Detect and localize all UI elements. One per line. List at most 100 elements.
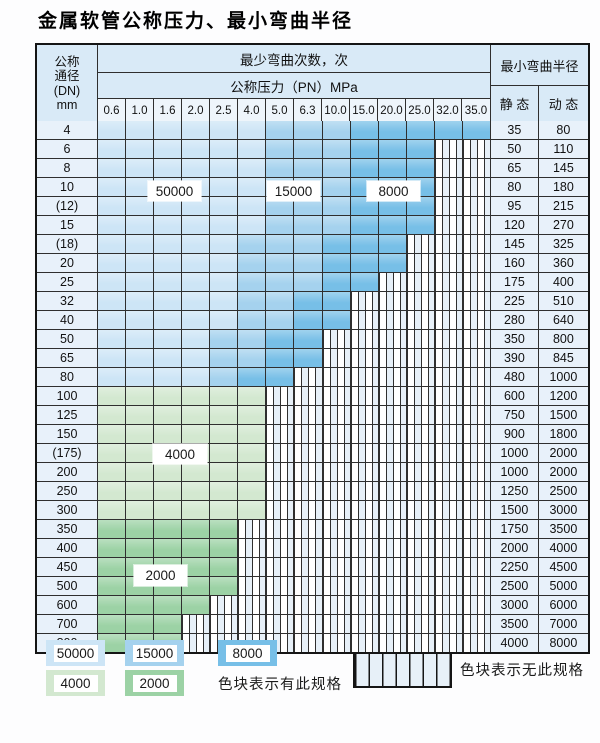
overlay-label: 15000 bbox=[267, 181, 320, 201]
spec-cell bbox=[182, 596, 211, 614]
spec-cell bbox=[210, 292, 239, 310]
spec-cell bbox=[378, 159, 407, 177]
spec-cell bbox=[98, 615, 127, 633]
spec-cell bbox=[98, 121, 127, 139]
spec-cell bbox=[294, 539, 323, 557]
spec-cell bbox=[154, 368, 183, 386]
spec-cell bbox=[154, 463, 183, 481]
dn-cell: 80 bbox=[37, 368, 98, 386]
spec-cell bbox=[322, 463, 351, 481]
spec-cell bbox=[238, 368, 267, 386]
pressure-value-cell: 1.6 bbox=[154, 99, 182, 122]
spec-cell bbox=[462, 634, 491, 652]
spec-cell bbox=[378, 273, 407, 291]
spec-cell bbox=[434, 444, 463, 462]
spec-cell bbox=[434, 558, 463, 576]
spec-cell bbox=[406, 197, 435, 215]
spec-cell bbox=[210, 463, 239, 481]
spec-cell bbox=[294, 273, 323, 291]
spec-cell bbox=[322, 425, 351, 443]
static-cell: 3000 bbox=[490, 596, 539, 614]
spec-cell bbox=[350, 463, 379, 481]
spec-cell bbox=[266, 254, 295, 272]
spec-cell bbox=[98, 197, 127, 215]
spec-cell bbox=[266, 292, 295, 310]
legend-swatch-2000: 2000 bbox=[125, 670, 184, 696]
spec-cell bbox=[182, 539, 211, 557]
spec-cell bbox=[462, 558, 491, 576]
spec-cell bbox=[350, 520, 379, 538]
spec-cell bbox=[238, 387, 267, 405]
spec-cell bbox=[98, 501, 127, 519]
spec-cell bbox=[210, 311, 239, 329]
dynamic-cell: 2000 bbox=[538, 444, 588, 462]
spec-cell bbox=[98, 444, 127, 462]
spec-cell bbox=[126, 235, 155, 253]
spec-cell bbox=[378, 349, 407, 367]
spec-cell bbox=[350, 539, 379, 557]
spec-cell bbox=[266, 368, 295, 386]
spec-cell bbox=[154, 159, 183, 177]
spec-cell bbox=[406, 140, 435, 158]
spec-cell bbox=[350, 444, 379, 462]
spec-cell bbox=[266, 387, 295, 405]
spec-cell bbox=[210, 425, 239, 443]
dn-cell: 65 bbox=[37, 349, 98, 367]
spec-cell bbox=[322, 558, 351, 576]
spec-cell bbox=[182, 216, 211, 234]
spec-cell bbox=[350, 216, 379, 234]
spec-cell bbox=[350, 311, 379, 329]
spec-cell bbox=[462, 330, 491, 348]
legend-swatch-15000: 15000 bbox=[125, 640, 184, 666]
table-row: 4 35 80 bbox=[37, 120, 588, 139]
static-cell: 750 bbox=[490, 406, 539, 424]
spec-cell bbox=[126, 273, 155, 291]
table-row: 500 2500 5000 bbox=[37, 576, 588, 595]
table-row: (12) 95 215 bbox=[37, 196, 588, 215]
spec-cell bbox=[210, 140, 239, 158]
spec-cell bbox=[182, 387, 211, 405]
spec-cell bbox=[210, 159, 239, 177]
spec-cell bbox=[238, 501, 267, 519]
spec-cell bbox=[462, 216, 491, 234]
overlay-label: 8000 bbox=[367, 181, 420, 201]
pressure-value-cell: 6.3 bbox=[294, 99, 322, 122]
spec-cell bbox=[434, 235, 463, 253]
spec-cell bbox=[238, 349, 267, 367]
dn-cell: 32 bbox=[37, 292, 98, 310]
static-cell: 3500 bbox=[490, 615, 539, 633]
dynamic-cell: 2000 bbox=[538, 463, 588, 481]
spec-cell bbox=[406, 425, 435, 443]
spec-cell bbox=[406, 292, 435, 310]
spec-cell bbox=[350, 615, 379, 633]
spec-cell bbox=[182, 558, 211, 576]
spec-cell bbox=[210, 121, 239, 139]
spec-table: 公称 通径 (DN) mm 最少弯曲次数，次 公称压力（PN）MPa 0.6 1.… bbox=[35, 43, 590, 654]
spec-cell bbox=[406, 216, 435, 234]
spec-cell bbox=[98, 178, 127, 196]
dynamic-cell: 145 bbox=[538, 159, 588, 177]
static-dynamic-header: 静 态 动 态 bbox=[491, 86, 588, 121]
legend-note-unavailable: 色块表示无此规格 bbox=[460, 662, 584, 679]
spec-cell bbox=[210, 558, 239, 576]
spec-cell bbox=[154, 615, 183, 633]
spec-cell bbox=[406, 558, 435, 576]
spec-cell bbox=[238, 292, 267, 310]
legend-label: 15000 bbox=[132, 644, 177, 662]
spec-cell bbox=[154, 235, 183, 253]
spec-cell bbox=[462, 140, 491, 158]
legend-note-available: 色块表示有此规格 bbox=[218, 676, 342, 693]
dynamic-cell: 3500 bbox=[538, 520, 588, 538]
radius-header: 最小弯曲半径 bbox=[491, 45, 588, 86]
spec-cell bbox=[266, 140, 295, 158]
spec-cell bbox=[462, 387, 491, 405]
spec-cell bbox=[182, 520, 211, 538]
pressure-value-cell: 32.0 bbox=[434, 99, 462, 122]
spec-cell bbox=[126, 140, 155, 158]
table-row: 350 1750 3500 bbox=[37, 519, 588, 538]
legend-label: 4000 bbox=[53, 674, 98, 692]
spec-cell bbox=[266, 463, 295, 481]
table-row: 50 350 800 bbox=[37, 329, 588, 348]
spec-cell bbox=[98, 539, 127, 557]
spec-cell bbox=[210, 596, 239, 614]
